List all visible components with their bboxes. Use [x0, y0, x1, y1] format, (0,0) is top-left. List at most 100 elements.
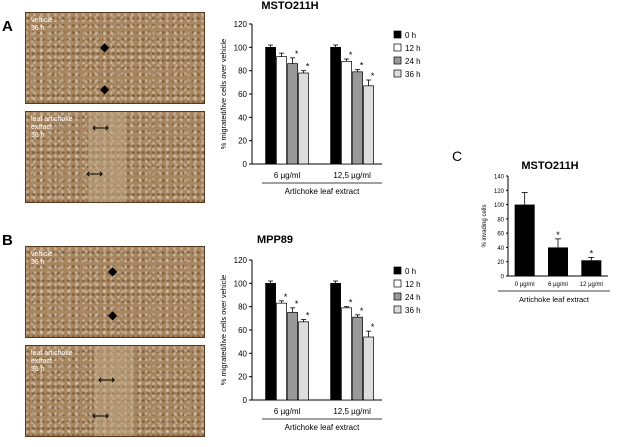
y-tick-label: 40 [497, 246, 504, 252]
significance-mark: * [360, 306, 364, 316]
bar [298, 72, 309, 165]
panel-a-image-extract: leaf artichoke extract 36 h ⟷ ⟷ [25, 111, 205, 203]
y-tick-label: 120 [494, 189, 505, 195]
category-label: 6 µg/ml [274, 407, 301, 416]
bar [352, 316, 363, 401]
legend-label: 24 h [405, 293, 421, 302]
legend-label: 0 h [405, 31, 416, 40]
double-arrow-icon: ⟷ [98, 373, 116, 387]
bar [298, 321, 309, 401]
panel-b-letter: B [2, 232, 13, 249]
bar [581, 260, 602, 276]
legend-swatch [393, 279, 402, 288]
y-tick-label: 40 [238, 349, 247, 358]
y-tick-label: 60 [238, 326, 247, 335]
group-label: Artichoke leaf extract [285, 423, 360, 432]
legend-label: 12 h [405, 280, 421, 289]
category-label: 12 µg/ml [580, 282, 603, 288]
significance-mark: * [284, 292, 288, 302]
y-tick-label: 80 [497, 217, 504, 223]
image-label: leaf artichoke extract 36 h [31, 116, 73, 139]
arrow-marker-icon: ◆ [108, 264, 118, 278]
bar [276, 302, 287, 401]
y-tick-label: 60 [238, 90, 247, 99]
category-label: 6 µg/ml [548, 282, 568, 288]
double-arrow-icon: ⟷ [92, 121, 110, 135]
significance-mark: * [349, 50, 353, 60]
chart-c: 0 20 40 60 80 100 120 140 % invading cells 0 µg/m… [482, 175, 610, 304]
chart-b: 0 20 40 60 80 100 120 % migrated/live cells ove… [219, 256, 421, 432]
bar [287, 312, 298, 401]
significance-mark: * [306, 62, 310, 72]
category-label: 12,5 µg/ml [333, 171, 371, 180]
legend-label: 24 h [405, 57, 421, 66]
panel-a-image-vehicle: vehicle 36 h ◆ ◆ [25, 12, 205, 104]
category-label: 0 µg/ml [515, 282, 535, 288]
significance-mark: * [371, 71, 375, 81]
bar [265, 46, 276, 165]
category-label: 12,5 µg/ml [333, 407, 371, 416]
arrow-marker-icon: ◆ [100, 82, 110, 96]
legend-swatch [393, 43, 402, 52]
image-label: vehicle 36 h [31, 17, 53, 32]
bar [341, 60, 352, 165]
y-tick-label: 120 [234, 256, 248, 265]
legend-swatch [393, 266, 402, 275]
legend-swatch [393, 30, 402, 39]
panel-c-title: MSTO211H [521, 160, 579, 172]
significance-mark: * [349, 298, 353, 308]
arrow-marker-icon: ◆ [108, 308, 118, 322]
bar [276, 56, 287, 165]
significance-mark: * [295, 299, 299, 309]
bar [341, 307, 352, 401]
bar [363, 85, 374, 165]
category-label: 6 µg/ml [274, 171, 301, 180]
bar [330, 282, 341, 401]
y-axis-label: % invading cells [482, 204, 488, 247]
panel-c-letter: C [452, 148, 463, 164]
double-arrow-icon: ⟷ [86, 167, 104, 181]
significance-mark: * [295, 49, 299, 59]
wound-gap [88, 112, 126, 202]
y-tick-label: 100 [234, 43, 248, 52]
y-axis-label: % migrated/live cells over vehicle [219, 39, 228, 149]
significance-mark: * [556, 230, 560, 240]
panel-a-title: MSTO211H [261, 0, 319, 12]
y-tick-label: 0 [501, 275, 505, 281]
legend-swatch [393, 69, 402, 78]
bar [514, 204, 535, 276]
bar [330, 46, 341, 165]
group-label: Artichoke leaf extract [285, 187, 360, 196]
panel-b-image-vehicle: vehicle 36 h ◆ ◆ [25, 246, 205, 338]
significance-mark: * [590, 248, 594, 258]
legend-label: 36 h [405, 306, 421, 315]
bar [352, 71, 363, 165]
legend-label: 36 h [405, 70, 421, 79]
y-tick-label: 0 [243, 396, 248, 405]
panel-b-title: MPP89 [256, 234, 294, 246]
panel-b-image-extract: leaf artichoke extract 36 h ⟷ ⟷ [25, 345, 205, 437]
bar [287, 63, 298, 165]
y-tick-label: 80 [238, 67, 247, 76]
panel-a-letter: A [2, 18, 13, 35]
double-arrow-icon: ⟷ [92, 409, 110, 423]
y-tick-label: 20 [497, 260, 504, 266]
legend-swatch [393, 292, 402, 301]
y-tick-label: 20 [238, 373, 247, 382]
image-label: vehicle 36 h [31, 251, 53, 266]
legend-swatch [393, 56, 402, 65]
wound-gap [94, 346, 134, 436]
y-tick-label: 20 [238, 137, 247, 146]
significance-mark: * [371, 322, 375, 332]
y-tick-label: 80 [238, 303, 247, 312]
y-tick-label: 60 [497, 232, 504, 238]
y-tick-label: 120 [234, 20, 248, 29]
legend-label: 0 h [405, 267, 416, 276]
y-axis-label: % migrated/live cells over vehicle [219, 275, 228, 385]
legend-label: 12 h [405, 44, 421, 53]
y-tick-label: 100 [494, 203, 505, 209]
image-label: leaf artichoke extract 36 h [31, 350, 73, 373]
legend-swatch [393, 305, 402, 314]
y-tick-label: 40 [238, 113, 247, 122]
significance-mark: * [306, 311, 310, 321]
